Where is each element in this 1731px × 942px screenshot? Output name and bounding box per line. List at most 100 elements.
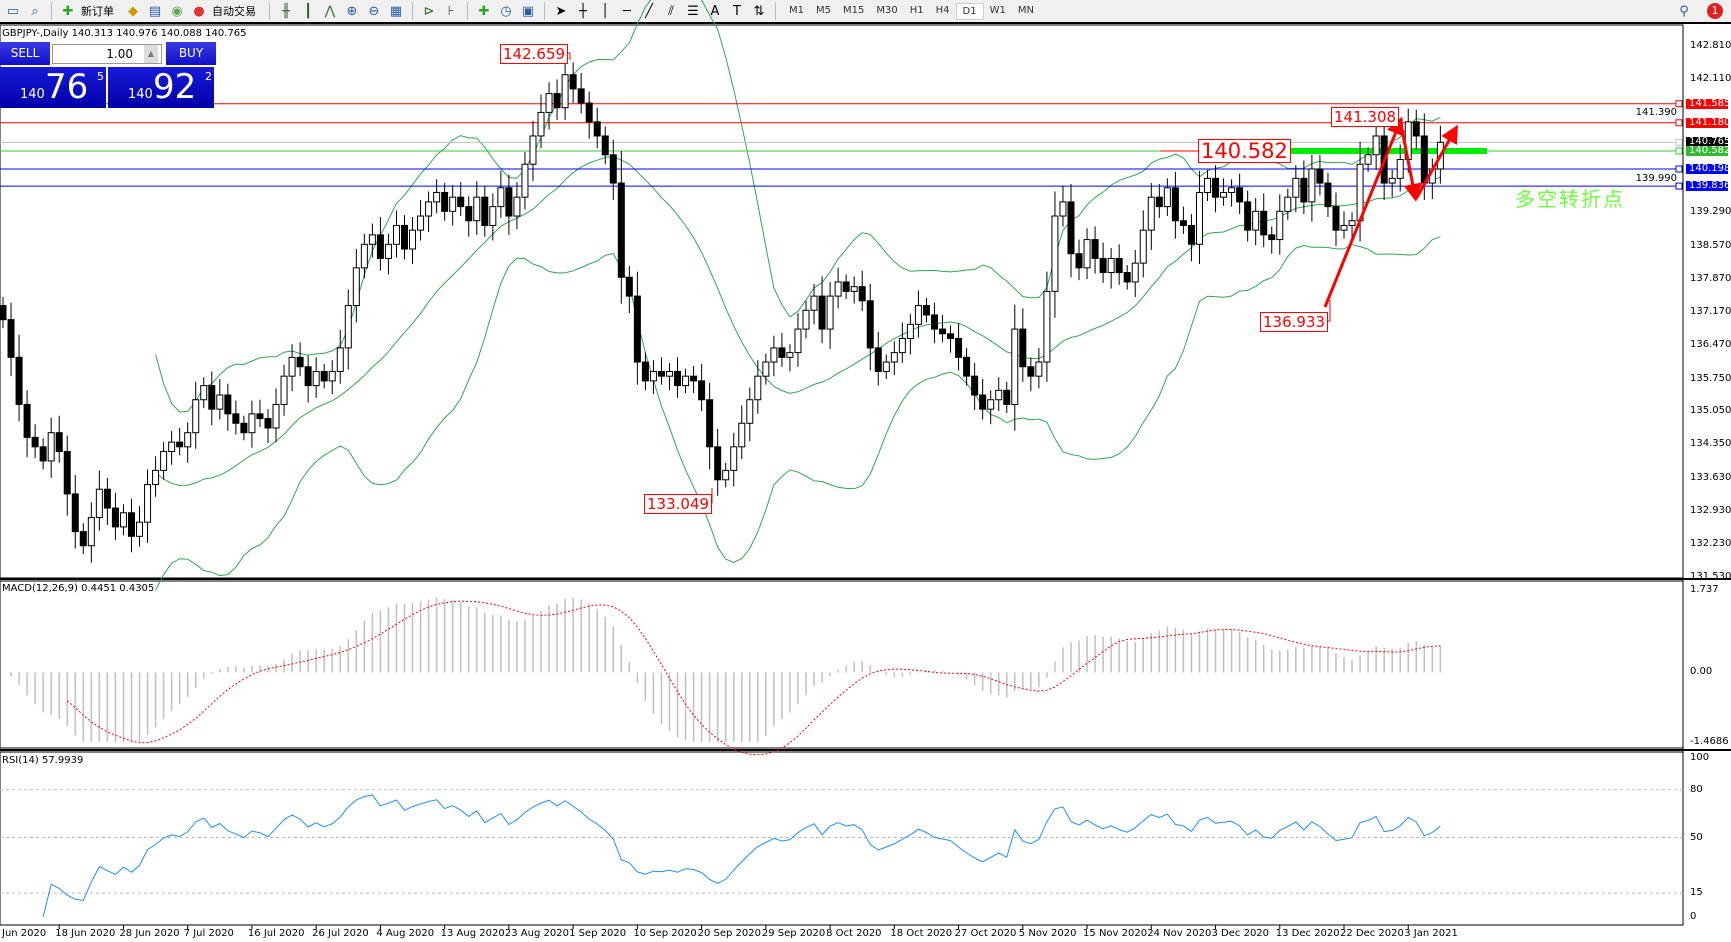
zoom-out-icon[interactable]: ⊖ (368, 3, 380, 19)
terminal-icon[interactable]: ▤ (148, 3, 162, 19)
templates-icon[interactable]: ▣ (521, 3, 535, 19)
candle (995, 377, 1003, 412)
auto-trading-button[interactable]: 自动交易 (212, 5, 256, 18)
zoom-window-icon[interactable]: ⌕ (31, 3, 39, 19)
candle (529, 120, 537, 182)
candle-body (1195, 191, 1203, 245)
candle-body (842, 281, 850, 292)
candle (778, 332, 786, 367)
candle (127, 498, 135, 553)
lots-input[interactable]: 1.00 (52, 44, 162, 64)
timeframe-mn[interactable]: MN (1017, 4, 1034, 16)
arrows-icon[interactable]: ⇅ (753, 3, 765, 19)
recent-high-label[interactable]: 141.308 (1331, 107, 1400, 127)
candle (674, 357, 682, 398)
candle-body (1372, 135, 1380, 156)
swing-low-label[interactable]: 136.933 (1260, 312, 1329, 332)
fibonacci-icon[interactable]: ☰ (687, 3, 699, 19)
candle-body (947, 333, 955, 339)
candle-body (312, 370, 320, 387)
date-tick: 7 Jul 2020 (183, 928, 234, 939)
candle-body (481, 196, 489, 226)
candle-body (601, 135, 609, 156)
candle (762, 353, 770, 385)
candle (1244, 190, 1252, 242)
reversal-point-note[interactable]: 多空转折点 (1515, 187, 1625, 211)
candle-body (890, 352, 898, 363)
trendline-icon[interactable]: ╱ (645, 3, 653, 19)
periods-icon[interactable]: ◷ (500, 3, 512, 19)
search-icon[interactable]: ⚲ (1679, 3, 1689, 19)
line-chart-icon[interactable]: ⋀ (324, 3, 336, 19)
chart-shift-icon[interactable]: ⊦ (447, 3, 455, 19)
candlestick-icon[interactable]: ┃ (304, 3, 312, 19)
candle (1171, 171, 1179, 239)
sell-button[interactable]: SELL (0, 42, 50, 65)
buy-price[interactable]: 140 92 2 (108, 67, 214, 108)
metaeditor-icon[interactable]: ◆ (128, 3, 138, 19)
text-icon[interactable]: A (710, 3, 720, 19)
text-label-icon[interactable]: T (733, 3, 741, 19)
timeframe-w1[interactable]: W1 (989, 4, 1006, 16)
candle-body (1155, 196, 1163, 208)
timeframe-m1[interactable]: M1 (789, 4, 804, 16)
candle (1195, 170, 1203, 265)
candle-body (224, 394, 232, 415)
low-price-label[interactable]: 133.049 (644, 494, 713, 514)
candle-body (1131, 262, 1139, 283)
high-price-label[interactable]: 142.659 (500, 44, 569, 64)
candle (698, 363, 706, 412)
signal-icon[interactable]: ◉ (171, 3, 183, 19)
channel-icon[interactable]: ⫽ (668, 3, 674, 19)
candle-body (674, 370, 682, 387)
candle-body (473, 196, 481, 222)
new-order-icon[interactable]: ✚ (62, 3, 74, 19)
candle (641, 352, 649, 391)
candle-body (200, 385, 208, 401)
candle (1123, 265, 1131, 290)
line-handle (1675, 119, 1683, 127)
auto-scroll-icon[interactable]: ⊳ (423, 3, 435, 19)
resistance-price-label[interactable]: 140.582 (1198, 139, 1291, 163)
timeframe-m15[interactable]: M15 (843, 4, 865, 16)
candle (208, 371, 216, 426)
price-tick: 135.750 (1690, 372, 1731, 384)
bar-chart-icon[interactable]: ╫ (282, 3, 290, 19)
crosshair-icon[interactable]: ┼ (579, 3, 587, 19)
notification-badge[interactable]: 1 (1707, 3, 1723, 19)
timeframe-m5[interactable]: M5 (816, 4, 831, 16)
ask-pips: 92 (153, 67, 197, 107)
candle (31, 424, 39, 459)
tile-windows-icon[interactable]: ▦ (389, 3, 403, 19)
auto-trading-icon[interactable]: ● (193, 3, 205, 19)
candle (1107, 248, 1115, 289)
macd-axis-tick: 0.00 (1690, 666, 1713, 678)
vertical-line-icon[interactable]: │ (601, 3, 609, 19)
candle (328, 360, 336, 395)
candle (1075, 239, 1083, 281)
candle (1204, 169, 1211, 201)
candle-body (144, 484, 152, 523)
horizontal-line-icon[interactable]: ─ (623, 3, 631, 19)
cursor-icon[interactable]: ➤ (555, 3, 567, 19)
candle (240, 415, 248, 441)
separator (51, 2, 52, 20)
timeframe-d1[interactable]: D1 (955, 2, 984, 20)
rsi-axis-tick: 80 (1690, 783, 1703, 795)
candle (987, 390, 995, 425)
timeframe-h1[interactable]: H1 (909, 4, 924, 16)
candle-body (1332, 206, 1340, 231)
buy-button[interactable]: BUY (166, 42, 216, 65)
lots-increase-button[interactable]: ▲ (144, 45, 158, 63)
new-order-button[interactable]: 新订单 (81, 5, 114, 18)
sell-price[interactable]: 140 76 5 (0, 67, 106, 108)
timeframe-h4[interactable]: H4 (935, 4, 950, 16)
candle-body (240, 422, 248, 434)
candle (272, 388, 280, 443)
timeframe-m30[interactable]: M30 (876, 4, 898, 16)
indicators-icon[interactable]: ✚ (478, 3, 490, 19)
candle-body (1300, 177, 1308, 203)
window-icon[interactable]: ▭ (6, 3, 20, 19)
zoom-in-icon[interactable]: ⊕ (346, 3, 358, 19)
